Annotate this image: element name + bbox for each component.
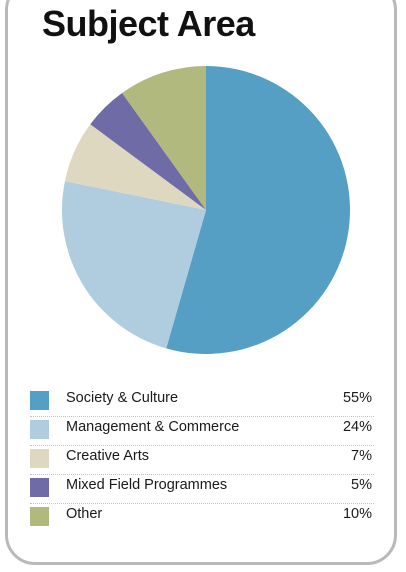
legend-item: Other 10%	[30, 504, 374, 532]
pie-slice-mixed-field-programmes	[90, 92, 206, 210]
legend-swatch	[30, 478, 49, 497]
pie-chart	[61, 66, 351, 354]
legend-item: Society & Culture 55%	[30, 388, 374, 417]
legend-value: 55%	[342, 390, 372, 406]
pie-slice-society-culture	[166, 66, 351, 354]
legend-swatch	[30, 449, 49, 468]
legend-item: Mixed Field Programmes 5%	[30, 475, 374, 504]
legend-label: Mixed Field Programmes	[66, 477, 228, 493]
chart-title: Subject Area	[42, 3, 255, 44]
legend-swatch	[30, 507, 49, 526]
legend-label: Creative Arts	[66, 448, 149, 464]
legend-swatch	[30, 391, 49, 410]
chart-legend: Society & Culture 55% Management & Commerc…	[30, 388, 374, 532]
pie-slice-management-commerce	[61, 181, 206, 349]
legend-value: 7%	[351, 448, 372, 464]
legend-label: Management & Commerce	[66, 419, 240, 435]
pie-slice-creative-arts	[64, 124, 207, 210]
legend-value: 5%	[351, 477, 372, 493]
legend-swatch	[30, 420, 49, 439]
legend-item: Creative Arts 7%	[30, 446, 374, 475]
legend-label: Society & Culture	[66, 390, 179, 406]
pie-slice-other	[122, 66, 206, 210]
legend-value: 10%	[342, 506, 372, 522]
legend-value: 24%	[342, 419, 372, 435]
legend-label: Other	[66, 506, 103, 522]
legend-item: Management & Commerce 24%	[30, 417, 374, 446]
